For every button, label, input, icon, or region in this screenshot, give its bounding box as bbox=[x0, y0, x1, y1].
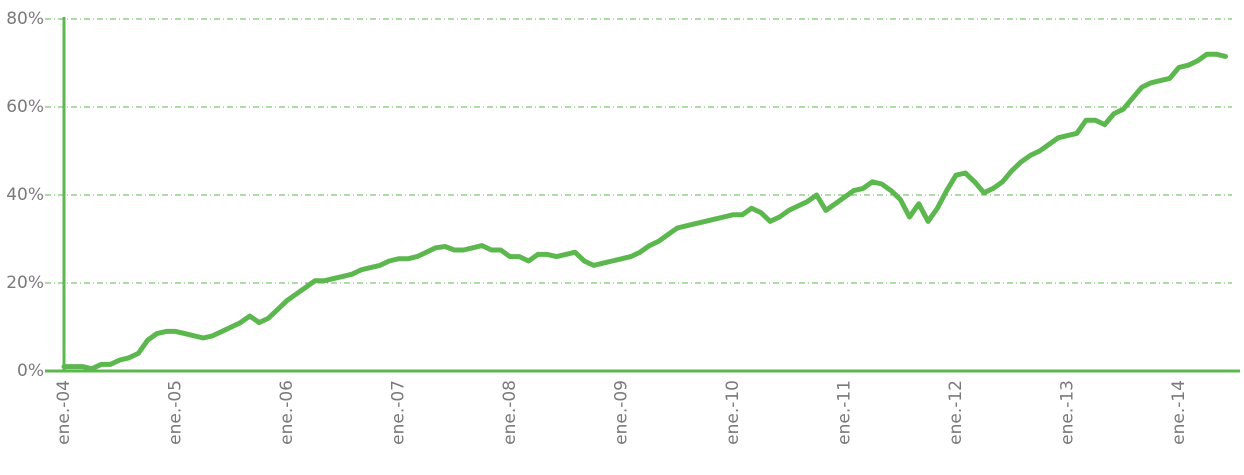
data-line bbox=[61, 51, 1228, 372]
x-tick-label: ene.-10 bbox=[723, 380, 743, 445]
y-tick-label: 80% bbox=[6, 9, 44, 29]
x-tick-label: ene.-09 bbox=[612, 380, 632, 445]
x-tick-label: ene.-05 bbox=[166, 380, 186, 445]
y-tick-label: 40% bbox=[6, 185, 44, 205]
x-tick-label: ene.-12 bbox=[946, 380, 966, 445]
x-tick-label: ene.-08 bbox=[500, 380, 520, 445]
y-tick-label: 20% bbox=[6, 273, 44, 293]
x-tick-label: ene.-13 bbox=[1058, 380, 1078, 445]
x-tick-label: ene.-07 bbox=[389, 380, 409, 445]
x-tick-label: ene.-14 bbox=[1169, 380, 1189, 445]
x-tick-label: ene.-04 bbox=[54, 380, 74, 445]
x-tick-label: ene.-06 bbox=[277, 380, 297, 445]
x-tick-label: ene.-11 bbox=[835, 380, 855, 445]
y-tick-label: 60% bbox=[6, 97, 44, 117]
y-tick-label: 0% bbox=[17, 361, 44, 381]
